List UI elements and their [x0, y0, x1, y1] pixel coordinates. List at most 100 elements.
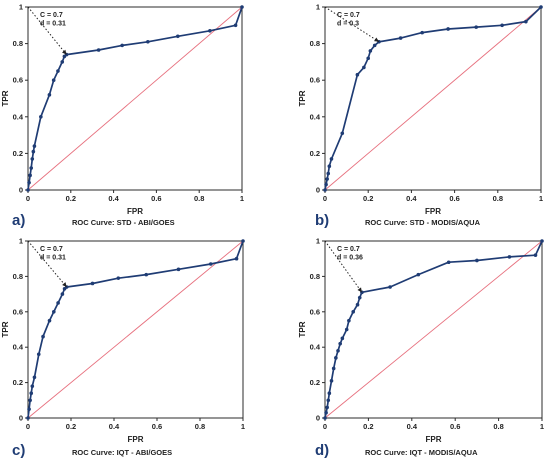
y-axis-label-a: TPR: [1, 90, 10, 106]
panel-a: 0 0.2 0.4 0.6 0.8 1 0 0.2 0.4 0.6 0.8 1 FPR TPR C = 0.…: [0, 0, 275, 232]
roc-point-c: [234, 256, 239, 261]
roc-point-d: [326, 398, 331, 403]
distance-arrow-c: [27, 240, 68, 288]
roc-point-d: [331, 366, 336, 371]
roc-point-d: [446, 260, 451, 265]
roc-point-d: [540, 239, 544, 243]
annotation-text-a: d = 0.31: [40, 21, 66, 28]
roc-point-a: [208, 28, 212, 33]
y-tick-label-b: 0: [316, 186, 320, 195]
y-tick-label-a: 0.6: [13, 76, 23, 85]
roc-point-d: [334, 356, 338, 360]
y-tick-label-a: 1: [19, 3, 23, 12]
roc-point-c: [41, 334, 45, 339]
x-tick-label-d: 0.2: [363, 422, 373, 431]
arrow-head-c: [62, 282, 67, 288]
y-tick-label-c: 1: [19, 237, 23, 246]
roc-point-c: [29, 391, 34, 396]
y-tick-label-d: 1: [316, 237, 320, 246]
roc-point-a: [47, 93, 52, 97]
y-tick-label-c: 0: [19, 414, 23, 423]
panel-letter-d: d): [315, 442, 330, 459]
roc-point-d: [336, 348, 340, 353]
roc-point-c: [208, 262, 213, 266]
roc-point-c: [144, 272, 149, 277]
y-tick-label-b: 0.4: [310, 112, 321, 121]
y-tick-label-c: 0.4: [13, 343, 24, 352]
y-axis-label-c: TPR: [1, 321, 10, 337]
roc-point-d: [507, 255, 512, 259]
x-tick-label-d: 0: [323, 422, 327, 431]
panel-caption-a: ROC Curve: STD - ABI/GOES: [72, 218, 175, 227]
roc-point-a: [30, 157, 35, 161]
roc-point-c: [32, 375, 37, 380]
roc-point-b: [500, 23, 504, 28]
y-tick-label-a: 0.8: [13, 39, 23, 48]
x-tick-label-d: 1: [540, 422, 544, 431]
x-tick-label-b: 0.2: [363, 194, 373, 203]
roc-point-b: [329, 157, 334, 161]
y-tick-label-d: 0.8: [310, 272, 320, 281]
x-axis-label-d: FPR: [426, 435, 442, 444]
roc-point-a: [51, 78, 56, 82]
panel-b: 0 0.2 0.4 0.6 0.8 1 0 0.2 0.4 0.6 0.8 1 FPR TPR C = 0.…: [275, 0, 550, 232]
x-tick-label-d: 0.6: [450, 422, 460, 431]
roc-point-d: [388, 285, 392, 289]
roc-point-b: [325, 177, 329, 181]
panel-d: 0 0.2 0.4 0.6 0.8 1 0 0.2 0.4 0.6 0.8 1 FPR TPR C = 0.…: [275, 232, 550, 465]
y-tick-label-a: 0.2: [13, 149, 23, 158]
roc-point-d: [533, 253, 538, 257]
annotation-text-a: C = 0.7: [40, 12, 63, 19]
panel-c: 0 0.2 0.4 0.6 0.8 1 0 0.2 0.4 0.6 0.8 1 FPR TPR C = 0.…: [0, 232, 275, 465]
roc-point-b: [326, 171, 331, 176]
roc-point-c: [241, 239, 245, 243]
roc-point-a: [39, 115, 43, 119]
roc-point-a: [176, 34, 180, 39]
x-tick-label-a: 0: [26, 194, 30, 203]
annotation-text-d: d = 0.36: [337, 255, 363, 262]
y-tick-label-d: 0.6: [310, 307, 320, 316]
y-tick-label-a: 0.4: [13, 112, 24, 121]
roc-point-b: [366, 56, 370, 61]
y-tick-label-b: 0.2: [310, 149, 320, 158]
y-tick-label-b: 0.6: [310, 76, 320, 85]
roc-point-c: [28, 398, 32, 403]
x-tick-label-c: 0.8: [195, 422, 205, 431]
arrow-head-a: [61, 49, 67, 55]
panel-caption-c: ROC Curve: IQT - ABI/GOES: [72, 448, 173, 457]
x-tick-label-a: 0.2: [66, 194, 76, 203]
x-tick-label-b: 0.6: [449, 194, 459, 203]
roc-point-b: [539, 5, 543, 9]
roc-point-c: [26, 416, 30, 420]
roc-point-d: [347, 318, 351, 323]
annotation-text-c: C = 0.7: [40, 246, 63, 253]
x-tick-label-d: 0.8: [493, 422, 503, 431]
y-tick-label-c: 0.8: [13, 272, 23, 281]
x-tick-label-c: 1: [241, 422, 245, 431]
panel-caption-b: ROC Curve: STD - MODIS/AQUA: [365, 218, 481, 227]
roc-chart-c: 0 0.2 0.4 0.6 0.8 1 0 0.2 0.4 0.6 0.8 1 FPR TPR C = 0.…: [1, 237, 245, 445]
x-tick-label-c: 0.2: [66, 422, 76, 431]
y-tick-label-c: 0.2: [13, 378, 23, 387]
distance-arrow-b: [324, 6, 380, 43]
roc-point-c: [52, 310, 56, 314]
panel-caption-d: ROC Curve: IQT - MODIS/AQUA: [365, 448, 478, 457]
y-tick-label-c: 0.6: [13, 307, 23, 316]
roc-point-b: [474, 25, 478, 29]
roc-point-c: [116, 276, 121, 280]
x-tick-label-d: 0.4: [407, 422, 418, 431]
panel-letter-b: b): [315, 212, 330, 229]
y-tick-label-d: 0.4: [310, 343, 321, 352]
roc-point-d: [325, 405, 329, 410]
roc-point-a: [146, 39, 150, 44]
y-axis-label-b: TPR: [298, 90, 307, 106]
roc-point-c: [27, 407, 31, 411]
x-tick-label-a: 0.8: [194, 194, 204, 203]
y-tick-label-b: 1: [316, 3, 320, 12]
annotation-text-d: C = 0.7: [337, 246, 360, 253]
roc-point-a: [96, 48, 101, 52]
chance-diagonal-d: [324, 240, 543, 419]
distance-arrow-d: [324, 240, 363, 293]
y-tick-label-a: 0: [19, 186, 23, 195]
